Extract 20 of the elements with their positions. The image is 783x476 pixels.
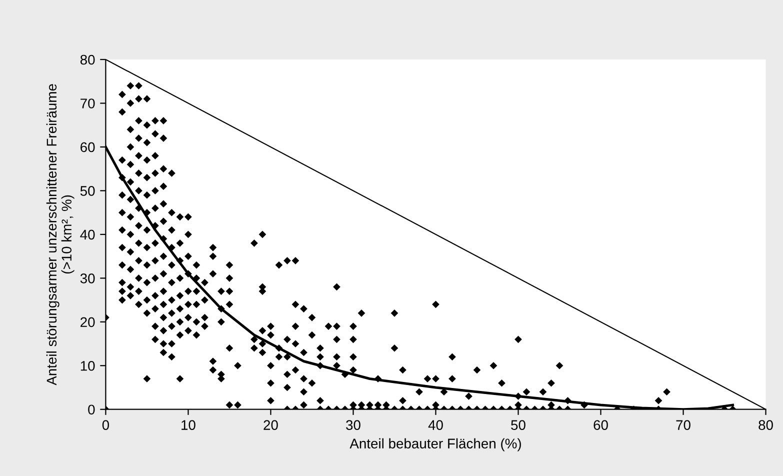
x-tick-label: 70 bbox=[676, 420, 690, 430]
x-tick-label: 60 bbox=[594, 420, 608, 430]
x-tick-label: 40 bbox=[428, 420, 443, 430]
x-tick-label: 20 bbox=[264, 420, 278, 430]
x-axis-title: Anteil bebauter Flächen (%) bbox=[350, 438, 521, 452]
y-tick-label: 30 bbox=[80, 273, 95, 284]
x-tick-label: 0 bbox=[102, 420, 110, 430]
y-tick-label: 60 bbox=[80, 142, 95, 152]
y-tick-label: 20 bbox=[80, 317, 95, 328]
y-tick-label: 70 bbox=[80, 98, 95, 108]
x-tick-label: 30 bbox=[346, 420, 360, 430]
y-tick-label: 50 bbox=[80, 186, 95, 196]
y-tick-label: 0 bbox=[88, 404, 95, 415]
x-tick-label: 50 bbox=[511, 420, 526, 430]
y-tick-label: 80 bbox=[80, 54, 95, 65]
x-tick-label: 80 bbox=[758, 420, 773, 430]
x-tick-label: 10 bbox=[182, 420, 196, 430]
y-tick-label: 40 bbox=[80, 230, 95, 240]
y-tick-label: 10 bbox=[80, 360, 95, 371]
y-axis-title: Anteil störungsarmer unzerschnittener Freiräume (>10 km², %) bbox=[46, 84, 74, 386]
